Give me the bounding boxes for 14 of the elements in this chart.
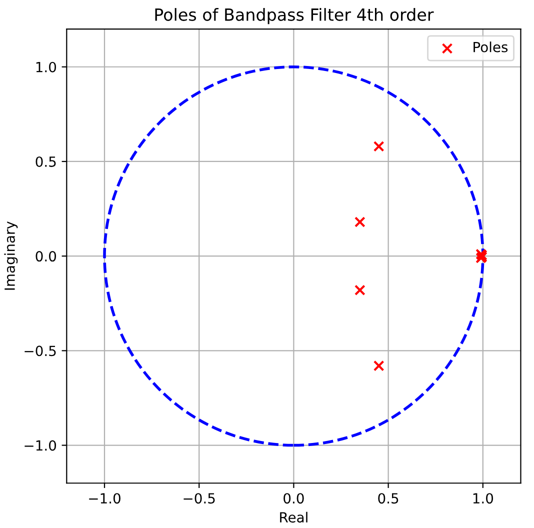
chart-title: Poles of Bandpass Filter 4th order: [155, 8, 434, 24]
y-axis-title: Imaginary: [4, 221, 18, 290]
legend-label: Poles: [474, 42, 508, 52]
x-tick-label: 0.5: [378, 493, 398, 504]
x-axis-title: Real: [280, 512, 308, 523]
x-tick-label: −0.5: [184, 493, 215, 504]
y-tick-label: 1.0: [36, 62, 56, 72]
x-tick-label: −1.0: [89, 493, 120, 504]
y-tick-label: 0.0: [36, 251, 56, 262]
y-tick-label: 0.5: [36, 156, 56, 167]
x-tick-label: 1.0: [473, 493, 494, 504]
y-tick-label: −1.0: [24, 440, 56, 451]
y-tick-label: −0.5: [24, 346, 56, 356]
x-tick-label: 0.0: [284, 493, 304, 504]
